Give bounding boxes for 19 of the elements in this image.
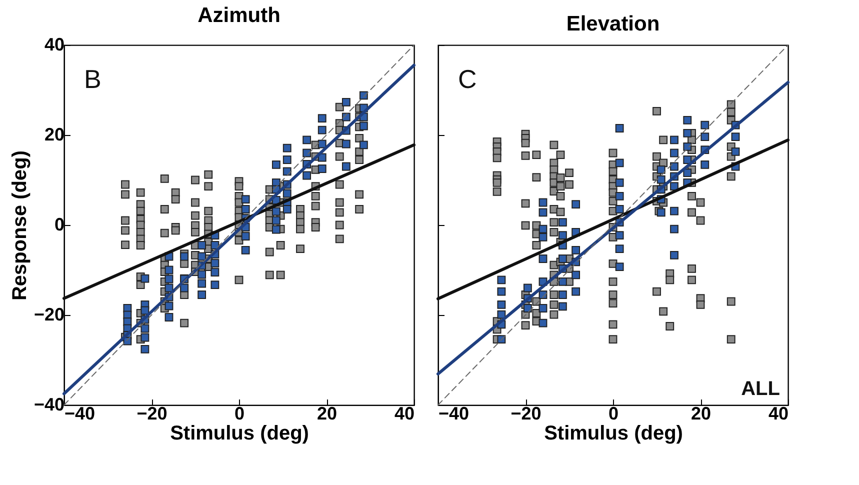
x-tick-label: 0 xyxy=(234,404,245,424)
chart-title: Azimuth xyxy=(198,4,280,27)
x-tick-label: −20 xyxy=(136,404,168,424)
x-tick-label: 40 xyxy=(394,404,414,424)
y-tick-label: 40 xyxy=(44,34,64,54)
x-tick-label: 40 xyxy=(768,404,788,424)
x-tick-label: 20 xyxy=(690,404,712,424)
annotation: C xyxy=(458,64,477,94)
x-tick-label: −20 xyxy=(510,404,542,424)
x-axis-title: Stimulus (deg) xyxy=(544,422,683,444)
x-tick-label: 20 xyxy=(316,404,338,424)
x-tick-label: −40 xyxy=(64,404,96,424)
x-tick-label: 0 xyxy=(608,404,619,424)
x-axis-title: Stimulus (deg) xyxy=(170,422,309,444)
annotation: B xyxy=(84,64,102,94)
chart-title: Elevation xyxy=(566,12,660,36)
y-axis-title: Response (deg) xyxy=(8,150,31,301)
annotation: ALL xyxy=(741,378,780,400)
x-tick-label: −40 xyxy=(438,404,470,424)
